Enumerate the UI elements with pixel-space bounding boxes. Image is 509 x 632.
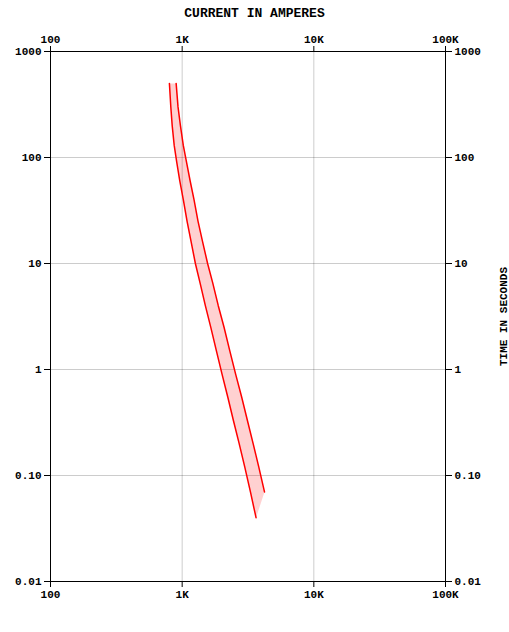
html-text:CURRENT IN AMPERES: CURRENT IN AMPERES	[184, 6, 325, 21]
svg-text:100: 100	[455, 152, 475, 164]
svg-text:1K: 1K	[176, 34, 190, 46]
svg-text:100: 100	[22, 152, 42, 164]
svg-text:TIME IN SECONDS: TIME IN SECONDS	[498, 267, 509, 366]
svg-text:0.01: 0.01	[15, 576, 42, 588]
svg-text:1000: 1000	[15, 46, 41, 58]
svg-text:10K: 10K	[304, 34, 324, 46]
svg-text:100K: 100K	[432, 34, 459, 46]
svg-text:100: 100	[41, 589, 61, 601]
svg-text:10: 10	[28, 258, 41, 270]
svg-text:1K: 1K	[176, 589, 190, 601]
svg-text:100K: 100K	[432, 589, 459, 601]
svg-text:10K: 10K	[304, 589, 324, 601]
svg-text:1: 1	[455, 364, 462, 376]
svg-text:1000: 1000	[455, 46, 481, 58]
svg-text:1: 1	[35, 364, 42, 376]
svg-text:0.10: 0.10	[455, 470, 481, 482]
svg-text:100: 100	[41, 34, 61, 46]
svg-text:0.01: 0.01	[455, 576, 482, 588]
svg-text:10: 10	[455, 258, 468, 270]
svg-text:0.10: 0.10	[15, 470, 41, 482]
